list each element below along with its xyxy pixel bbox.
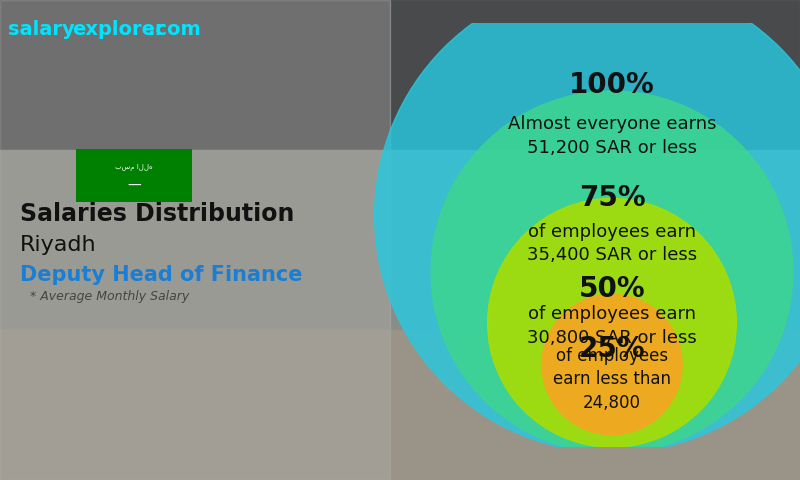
Text: Salaries Distribution: Salaries Distribution (20, 202, 294, 226)
Bar (0, 330, 800, 480)
Bar (390, 0, 800, 480)
Text: بسم الله: بسم الله (115, 164, 153, 171)
Text: * Average Monthly Salary: * Average Monthly Salary (30, 290, 190, 303)
Text: of employees
earn less than
24,800: of employees earn less than 24,800 (553, 347, 671, 412)
Text: 100%: 100% (569, 72, 655, 99)
Circle shape (542, 295, 682, 435)
Text: 50%: 50% (578, 275, 646, 303)
Circle shape (374, 0, 800, 453)
Text: Riyadh: Riyadh (20, 235, 97, 255)
Bar (0, 150, 800, 330)
Circle shape (488, 198, 736, 447)
Text: Almost everyone earns
51,200 SAR or less: Almost everyone earns 51,200 SAR or less (508, 116, 716, 157)
Text: of employees earn
30,800 SAR or less: of employees earn 30,800 SAR or less (527, 305, 697, 347)
Text: —: — (127, 179, 141, 193)
Text: 25%: 25% (578, 335, 646, 363)
Text: 75%: 75% (578, 184, 646, 213)
Text: Deputy Head of Finance: Deputy Head of Finance (20, 265, 302, 285)
Text: explorer: explorer (72, 20, 165, 39)
Text: salary: salary (8, 20, 74, 39)
Text: .com: .com (148, 20, 201, 39)
Circle shape (431, 91, 793, 453)
Bar (0, 0, 800, 150)
Bar (0, 0, 390, 480)
Text: of employees earn
35,400 SAR or less: of employees earn 35,400 SAR or less (527, 223, 697, 264)
